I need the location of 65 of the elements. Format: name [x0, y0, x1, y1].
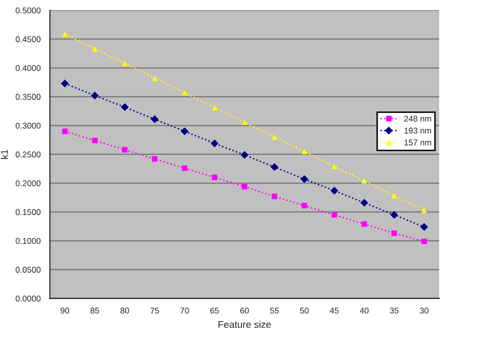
- x-tick-label: 70: [180, 308, 189, 314]
- y-tick-label: 0.2000: [16, 180, 41, 186]
- point: [62, 128, 68, 134]
- point: [152, 76, 158, 82]
- point: [242, 119, 248, 125]
- point: [420, 223, 428, 231]
- point: [60, 80, 69, 88]
- x-tick-label: 80: [120, 308, 130, 314]
- y-tick-label: 0.1000: [16, 238, 41, 244]
- point: [210, 139, 218, 148]
- point: [150, 115, 159, 124]
- point: [302, 202, 308, 208]
- point: [182, 90, 188, 96]
- x-tick-label: 40: [360, 308, 369, 314]
- point: [212, 174, 218, 180]
- point: [180, 127, 189, 136]
- y-tick-label: 0.3500: [16, 94, 41, 100]
- legend-label: 193 nm: [404, 128, 432, 134]
- x-axis-title: Feature size: [218, 320, 271, 328]
- y-tick-label: 0.1500: [16, 209, 41, 216]
- y-tick-label: 0.4000: [16, 65, 41, 72]
- point: [391, 230, 397, 236]
- y-tick-label: 0.0000: [16, 296, 41, 302]
- point: [90, 92, 99, 100]
- point: [361, 178, 368, 184]
- point: [391, 193, 397, 199]
- x-tick-label: 55: [270, 308, 279, 314]
- point: [92, 138, 98, 144]
- y-tick-label: 0.4500: [16, 36, 41, 42]
- x-tick-label: 75: [150, 308, 159, 314]
- x-tick-label: 35: [390, 308, 398, 314]
- point: [242, 184, 248, 190]
- point: [421, 207, 427, 214]
- point: [120, 103, 129, 112]
- point: [390, 210, 398, 219]
- y-axis-title: k1: [0, 150, 8, 159]
- x-tick-label: 85: [90, 308, 100, 314]
- point: [332, 212, 338, 218]
- point: [360, 198, 368, 207]
- y-tick-label: 0.0500: [16, 266, 41, 273]
- point: [240, 151, 248, 159]
- point: [92, 46, 98, 52]
- point: [122, 146, 128, 153]
- x-tick-label: 60: [240, 308, 249, 314]
- x-tick-label: 30: [420, 308, 428, 314]
- x-tick-label: 45: [330, 308, 339, 314]
- y-tick-label: 0.3000: [16, 122, 41, 129]
- y-tick-label: 0.5000: [16, 7, 41, 14]
- point: [122, 60, 128, 66]
- point: [182, 165, 188, 171]
- point: [272, 134, 278, 140]
- point: [300, 175, 308, 184]
- point: [212, 104, 218, 110]
- legend-label: 248 nm: [404, 116, 432, 122]
- point: [330, 186, 338, 195]
- point: [272, 194, 278, 200]
- point: [361, 221, 368, 227]
- legend-label: 157 nm: [404, 140, 432, 146]
- point: [152, 156, 158, 162]
- x-tick-label: 90: [60, 308, 70, 314]
- point: [421, 238, 427, 244]
- x-tick-label: 50: [300, 308, 309, 314]
- point: [270, 163, 278, 171]
- x-tick-label: 65: [210, 308, 219, 314]
- y-tick-label: 0.2500: [16, 152, 41, 158]
